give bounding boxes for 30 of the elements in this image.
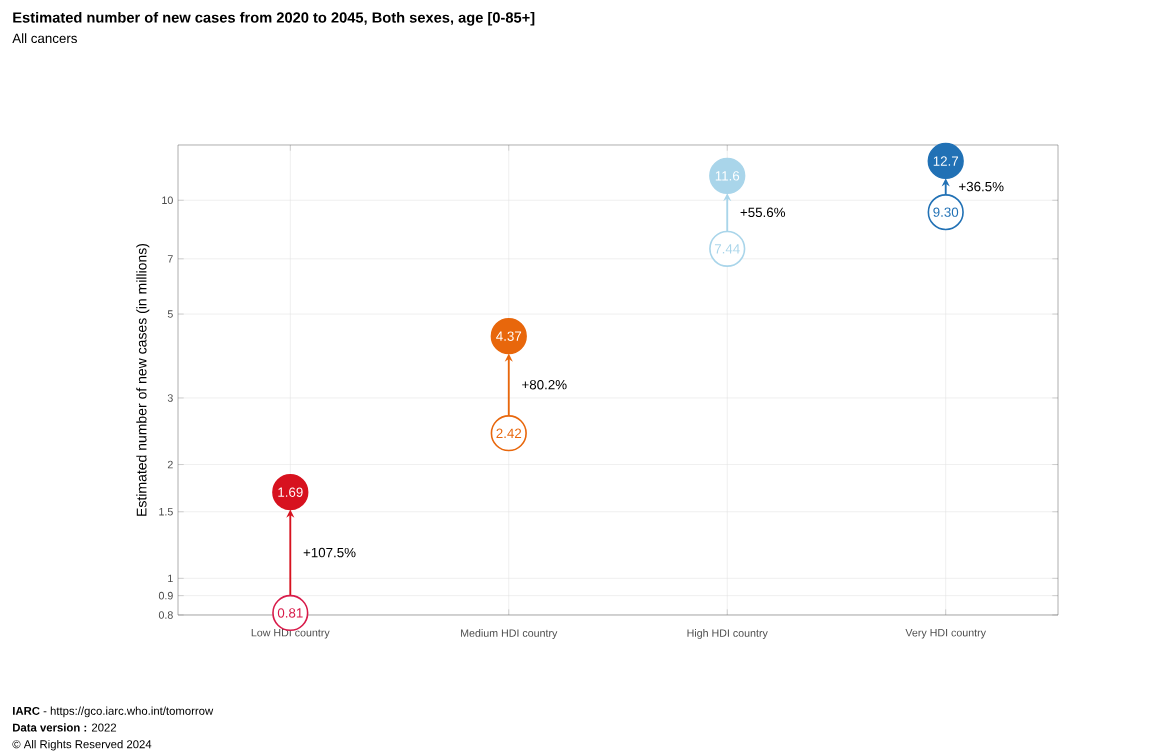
- y-tick-label: 7: [167, 255, 173, 263]
- y-tick-label: 2: [167, 460, 173, 469]
- data-label: 7.44: [714, 244, 740, 254]
- data-label: 1.69: [278, 487, 303, 497]
- y-tick-label: 3: [167, 394, 173, 402]
- annotation: +55.6%: [740, 207, 786, 218]
- annotation: +80.2%: [522, 379, 567, 390]
- data-label: 11.6: [715, 171, 740, 181]
- text: © All Rights Reserved 2024: [12, 739, 152, 751]
- text: All cancers: [12, 33, 77, 44]
- x-tick-label: Medium HDI country: [461, 629, 558, 639]
- y-tick-label: 1: [168, 574, 173, 583]
- y-tick-label: 10: [162, 196, 173, 205]
- data-label: 9.30: [933, 207, 959, 217]
- y-tick-label: 0.8: [158, 611, 173, 619]
- y-tick-label: 0.9: [158, 591, 173, 600]
- y-tick-label: 5: [167, 310, 173, 318]
- annotation: +36.5%: [959, 181, 1004, 192]
- data-label: 4.37: [496, 331, 522, 341]
- y-axis-title: Estimated number of new cases (in millions): [136, 243, 150, 516]
- x-tick-label: High HDI country: [687, 629, 768, 639]
- data-label: 2.42: [496, 428, 522, 438]
- chart-title: Estimated number of new cases from 2020 to 2045, Both sexes, age [0-85+]: [13, 11, 535, 26]
- data-label: 0.81: [277, 608, 303, 618]
- y-tick-label: 1.5: [159, 508, 173, 516]
- text: Data version : 2022: [13, 723, 117, 732]
- annotation: +107.5%: [303, 547, 356, 558]
- data-label: 12.7: [933, 156, 959, 166]
- text: IARC - https://gco.iarc.who.int/tomorrow: [13, 706, 214, 718]
- x-tick-label: Very HDI country: [905, 629, 986, 639]
